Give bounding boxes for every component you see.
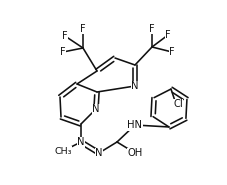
Text: CH₃: CH₃	[54, 147, 72, 156]
Text: N: N	[95, 148, 102, 158]
Text: N: N	[77, 137, 84, 147]
Text: F: F	[60, 47, 66, 57]
Text: F: F	[148, 24, 154, 34]
Text: Cl: Cl	[172, 99, 182, 109]
Text: F: F	[80, 24, 85, 34]
Text: F: F	[165, 30, 170, 40]
Text: HN: HN	[127, 120, 142, 130]
Text: F: F	[62, 31, 67, 41]
Text: N: N	[131, 81, 138, 91]
Text: OH: OH	[127, 148, 142, 158]
Text: F: F	[168, 47, 174, 57]
Text: N: N	[92, 104, 99, 114]
